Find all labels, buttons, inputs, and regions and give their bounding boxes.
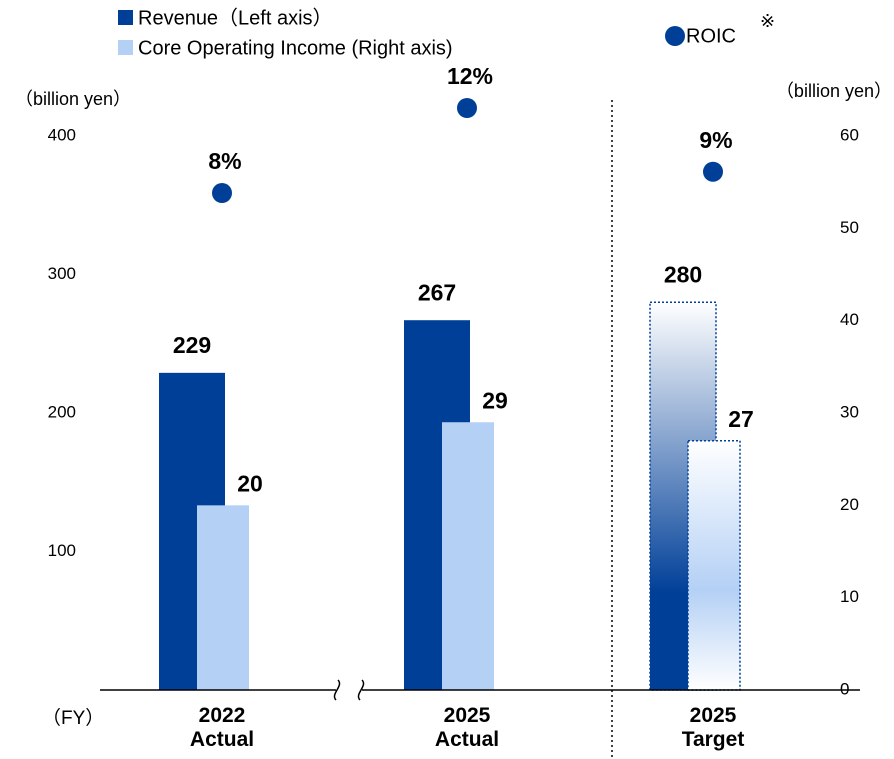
core-operating-income-label: 27	[728, 406, 754, 432]
core-operating-income-label: 29	[482, 387, 508, 413]
axis-break	[357, 679, 365, 701]
y2-axis-label: （billion yen）	[776, 81, 892, 101]
core-operating-income-bar	[197, 505, 249, 690]
roic-label: 8%	[208, 148, 241, 174]
revenue-label: 280	[664, 261, 702, 287]
legend-swatch	[118, 10, 133, 25]
roic-dot	[457, 98, 477, 118]
y-tick-label: 400	[48, 125, 76, 144]
y2-tick-label: 50	[840, 218, 859, 237]
legend-swatch	[118, 40, 133, 55]
x-tick-label: 2025 Target	[681, 704, 745, 751]
y2-tick-label: 40	[840, 310, 859, 329]
y2-tick-label: 20	[840, 495, 859, 514]
y2-tick-label: 60	[840, 125, 859, 144]
axis-break-gap	[336, 686, 362, 694]
core-operating-income-bar	[442, 422, 494, 690]
y2-tick-label: 30	[840, 402, 859, 421]
legend-label: Revenue（Left axis）	[138, 6, 333, 29]
y-tick-label: 100	[48, 541, 76, 560]
roic-dot	[703, 161, 723, 182]
x-axis-label: （FY）	[42, 707, 104, 729]
y-tick-label: 200	[48, 402, 76, 421]
roic-label: 9%	[699, 127, 732, 153]
core-operating-income-bar	[687, 439, 741, 691]
y2-tick-label: 10	[840, 587, 859, 606]
axis-break	[333, 679, 341, 701]
x-tick-label: 2022 Actual	[189, 704, 255, 751]
y2-tick-label: 0	[840, 679, 849, 698]
x-tick-label: 2025 Actual	[434, 704, 500, 751]
revenue-label: 229	[173, 332, 211, 358]
roic-label: 12%	[447, 63, 493, 89]
y-axis-label: （billion yen）	[15, 89, 131, 109]
y-tick-label: 300	[48, 264, 76, 283]
legend-label: Core Operating Income (Right axis)	[138, 37, 453, 59]
roic-dot	[212, 183, 232, 203]
legend-label: ROIC	[686, 25, 736, 47]
legend-note: ※	[760, 11, 775, 31]
legend-swatch	[665, 26, 685, 46]
revenue-label: 267	[418, 279, 456, 305]
core-operating-income-label: 20	[237, 470, 263, 496]
